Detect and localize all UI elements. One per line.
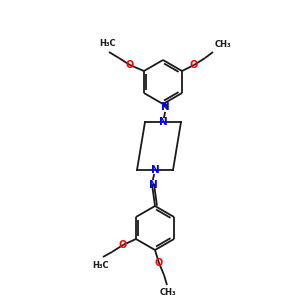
Text: N: N: [160, 102, 169, 112]
Text: O: O: [119, 240, 127, 250]
Text: O: O: [155, 258, 163, 268]
Text: N: N: [148, 180, 158, 190]
Text: N: N: [159, 117, 167, 127]
Text: O: O: [126, 60, 134, 70]
Text: H₃C: H₃C: [93, 261, 109, 270]
Text: H₃C: H₃C: [100, 39, 116, 48]
Text: CH₃: CH₃: [160, 288, 176, 297]
Text: CH₃: CH₃: [215, 40, 232, 49]
Text: N: N: [151, 165, 159, 175]
Text: O: O: [190, 60, 198, 70]
